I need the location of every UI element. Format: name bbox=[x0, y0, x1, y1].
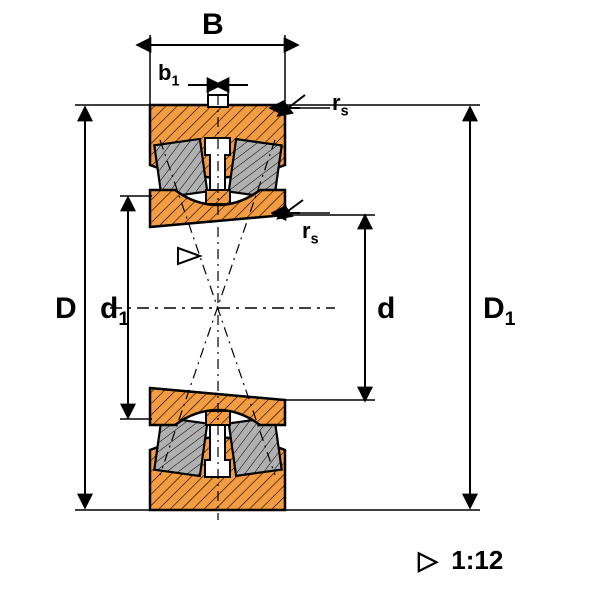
label-b1: b1 bbox=[158, 60, 179, 89]
label-D: D bbox=[55, 292, 77, 326]
taper-symbol-on-bore bbox=[178, 248, 200, 264]
label-d: d bbox=[377, 292, 395, 326]
label-D1: D1 bbox=[483, 292, 516, 331]
taper-ratio-note: ▷ 1:12 bbox=[418, 545, 503, 576]
label-rs-inner: rs bbox=[302, 218, 319, 247]
taper-triangle-icon: ▷ bbox=[418, 545, 438, 575]
label-B: B bbox=[202, 8, 224, 42]
bearing-cross-section-diagram: B b1 rs rs D d1 d D1 ▷ 1:12 bbox=[0, 0, 600, 600]
label-d1: d1 bbox=[100, 292, 129, 331]
label-rs-top: rs bbox=[332, 90, 349, 119]
